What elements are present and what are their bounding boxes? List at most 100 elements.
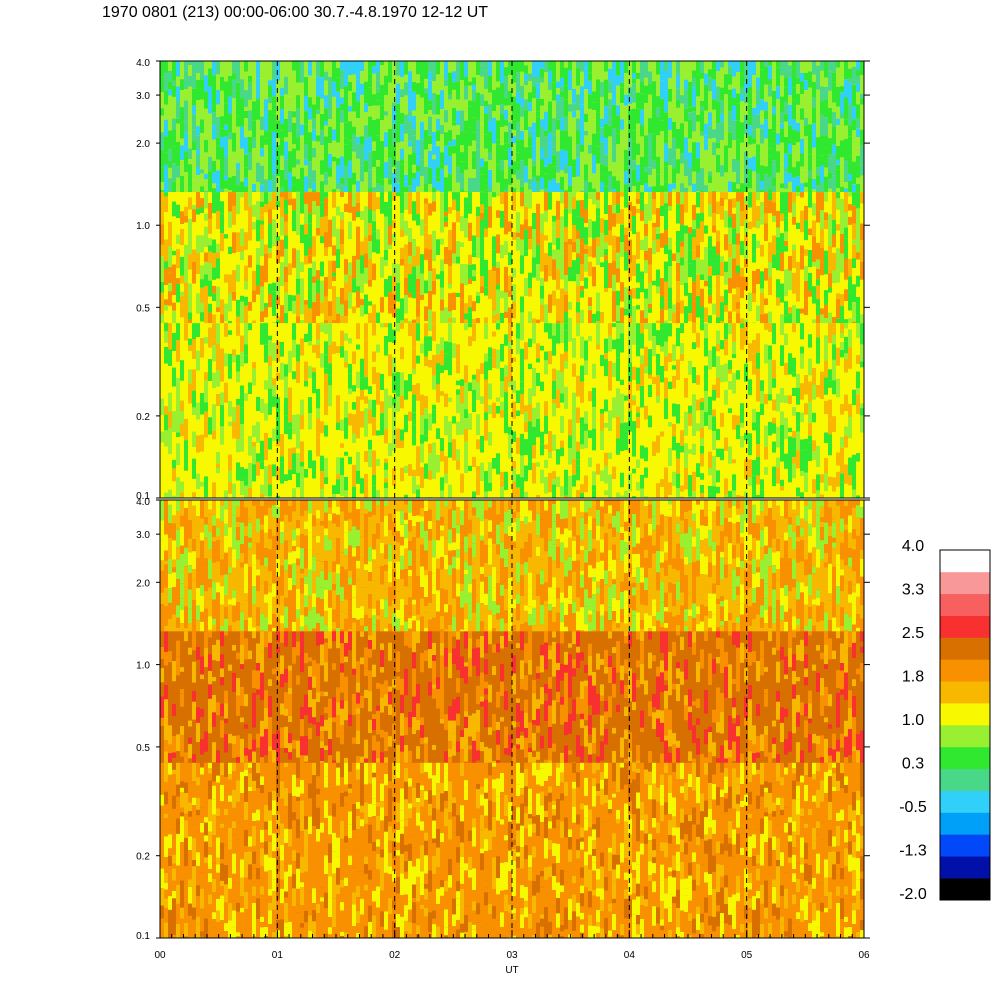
heatmap-cell (572, 159, 576, 178)
heatmap-cell (360, 411, 364, 428)
heatmap-cell (420, 343, 424, 354)
heatmap-cell (612, 274, 616, 292)
heatmap-cell (636, 309, 640, 324)
heatmap-cell (216, 307, 220, 312)
heatmap-cell (588, 323, 592, 336)
heatmap-cell (692, 87, 696, 107)
heatmap-cell (700, 173, 704, 191)
heatmap-cell (664, 320, 668, 324)
heatmap-cell (656, 260, 660, 270)
heatmap-cell (660, 487, 664, 498)
heatmap-cell (412, 220, 416, 239)
heatmap-cell (168, 489, 172, 498)
heatmap-cell (264, 496, 268, 498)
heatmap-cell (364, 172, 368, 193)
heatmap-cell (400, 481, 404, 492)
heatmap-cell (584, 448, 588, 467)
heatmap-cell (284, 364, 288, 377)
heatmap-cell (400, 359, 404, 373)
heatmap-cell (392, 61, 396, 73)
heatmap-cell (588, 199, 592, 220)
heatmap-cell (388, 207, 392, 226)
heatmap-cell (240, 245, 244, 252)
heatmap-cell (564, 130, 568, 151)
heatmap-cell (636, 367, 640, 384)
heatmap-cell (200, 323, 204, 338)
heatmap-cell (584, 492, 588, 498)
heatmap-cell (424, 321, 428, 324)
heatmap-cell (216, 493, 220, 498)
heatmap-cell (456, 134, 460, 148)
heatmap-cell (604, 192, 608, 214)
heatmap-cell (404, 150, 408, 163)
heatmap-cell (468, 336, 472, 347)
heatmap-cell (712, 389, 716, 401)
heatmap-cell (280, 434, 284, 447)
heatmap-cell (568, 223, 572, 239)
heatmap-cell (284, 282, 288, 293)
heatmap-cell (332, 281, 336, 287)
heatmap-cell (172, 310, 176, 324)
heatmap-cell (224, 475, 228, 491)
heatmap-cell (168, 267, 172, 273)
heatmap-cell (448, 323, 452, 343)
heatmap-cell (604, 79, 608, 101)
heatmap-cell (648, 303, 652, 309)
heatmap-cell (640, 262, 644, 272)
heatmap-cell (268, 61, 272, 81)
heatmap-cell (704, 338, 708, 357)
heatmap-cell (300, 101, 304, 107)
heatmap-cell (428, 144, 432, 151)
heatmap-cell (604, 427, 608, 441)
heatmap-cell (432, 341, 436, 355)
heatmap-cell (352, 192, 356, 207)
heatmap-cell (392, 220, 396, 229)
heatmap-cell (252, 178, 256, 184)
heatmap-cell (204, 464, 208, 477)
heatmap-cell (356, 355, 360, 372)
heatmap-cell (676, 404, 680, 424)
heatmap-cell (196, 61, 200, 74)
heatmap-cell (524, 387, 528, 396)
heatmap-cell (204, 213, 208, 221)
heatmap-cell (456, 166, 460, 183)
heatmap-cell (356, 484, 360, 494)
heatmap-cell (172, 255, 176, 265)
heatmap-cell (708, 138, 712, 159)
heatmap-cell (524, 305, 528, 324)
heatmap-cell (512, 393, 516, 402)
heatmap-cell (480, 363, 484, 374)
heatmap-cell (188, 293, 192, 313)
heatmap-cell (600, 409, 604, 414)
heatmap-cell (264, 93, 268, 100)
heatmap-cell (560, 323, 564, 344)
heatmap-cell (372, 231, 376, 253)
heatmap-cell (652, 92, 656, 114)
heatmap-cell (516, 212, 520, 233)
heatmap-cell (436, 61, 440, 75)
heatmap-cell (244, 232, 248, 250)
heatmap-cell (676, 129, 680, 149)
heatmap-cell (408, 228, 412, 243)
heatmap-cell (704, 461, 708, 467)
heatmap-cell (596, 163, 600, 180)
heatmap-cell (692, 77, 696, 88)
heatmap-cell (696, 228, 700, 246)
heatmap-cell (368, 301, 372, 306)
heatmap-cell (248, 61, 252, 68)
heatmap-cell (248, 382, 252, 395)
heatmap-cell (428, 323, 432, 331)
heatmap-cell (708, 192, 712, 205)
heatmap-cell (612, 176, 616, 190)
heatmap-cell (248, 310, 252, 324)
heatmap-cell (580, 381, 584, 403)
heatmap-cell (352, 464, 356, 487)
heatmap-cell (704, 73, 708, 85)
heatmap-cell (552, 368, 556, 381)
heatmap-cell (216, 61, 220, 75)
heatmap-cell (564, 150, 568, 166)
heatmap-cell (420, 353, 424, 369)
heatmap-cell (488, 405, 492, 414)
heatmap-cell (216, 211, 220, 230)
heatmap-cell (704, 150, 708, 168)
